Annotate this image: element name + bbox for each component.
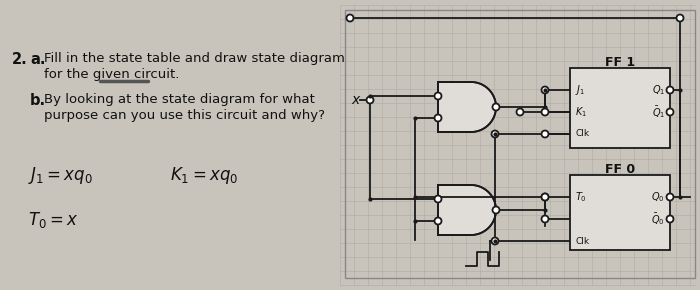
Circle shape: [435, 195, 442, 202]
Circle shape: [542, 215, 549, 222]
Circle shape: [666, 108, 673, 115]
Circle shape: [676, 14, 683, 21]
Text: Clk: Clk: [575, 237, 589, 246]
Text: $Q_0$: $Q_0$: [652, 190, 665, 204]
Circle shape: [542, 86, 549, 93]
Text: a.: a.: [30, 52, 46, 67]
Text: b.: b.: [30, 93, 46, 108]
Text: $K_1= xq_0$: $K_1= xq_0$: [170, 165, 238, 186]
Bar: [570, 175, 670, 250]
Text: x: x: [351, 93, 359, 107]
Bar: [345, 10, 695, 278]
Circle shape: [435, 115, 442, 122]
Circle shape: [493, 206, 500, 213]
Circle shape: [542, 108, 549, 115]
Text: By looking at the state diagram for what: By looking at the state diagram for what: [44, 93, 315, 106]
Polygon shape: [438, 185, 496, 235]
Text: FF 0: FF 0: [605, 163, 635, 176]
Bar: [570, 68, 670, 148]
Circle shape: [666, 193, 673, 200]
Text: for the given circuit.: for the given circuit.: [44, 68, 179, 81]
Text: $J_1= xq_0$: $J_1= xq_0$: [28, 165, 93, 186]
Circle shape: [666, 215, 673, 222]
Text: $\bar{Q}_1$: $\bar{Q}_1$: [652, 104, 665, 120]
Circle shape: [491, 130, 498, 137]
Circle shape: [542, 193, 549, 200]
Circle shape: [435, 93, 442, 99]
Circle shape: [367, 97, 374, 104]
Circle shape: [542, 130, 549, 137]
Text: Clk: Clk: [575, 130, 589, 139]
Text: Fill in the state table and draw state diagram: Fill in the state table and draw state d…: [44, 52, 345, 65]
Polygon shape: [438, 82, 496, 132]
Circle shape: [517, 108, 524, 115]
Text: 2.: 2.: [12, 52, 28, 67]
Circle shape: [542, 193, 549, 200]
Text: $Q_1$: $Q_1$: [652, 83, 665, 97]
Circle shape: [491, 238, 498, 244]
Text: $K_1$: $K_1$: [575, 105, 587, 119]
Text: $\bar{Q}_0$: $\bar{Q}_0$: [651, 211, 665, 227]
Text: $T_0$: $T_0$: [575, 190, 587, 204]
Text: FF 1: FF 1: [605, 56, 635, 69]
Circle shape: [666, 86, 673, 93]
Circle shape: [435, 218, 442, 224]
Text: $J_1$: $J_1$: [575, 83, 585, 97]
Text: $T_0= x$: $T_0= x$: [28, 210, 78, 230]
Circle shape: [346, 14, 354, 21]
Circle shape: [493, 104, 500, 110]
Text: purpose can you use this circuit and why?: purpose can you use this circuit and why…: [44, 109, 325, 122]
